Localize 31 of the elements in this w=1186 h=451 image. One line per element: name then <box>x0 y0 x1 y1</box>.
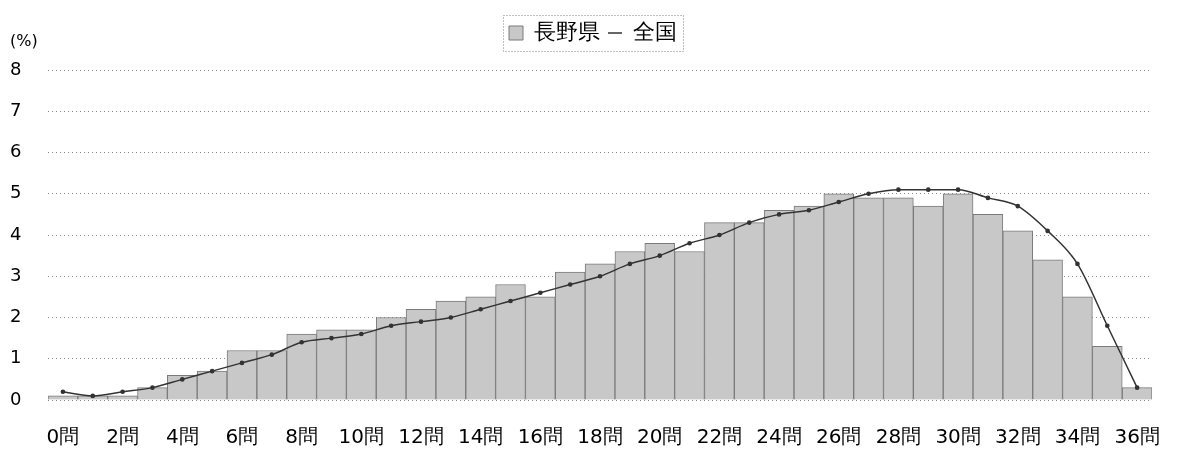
y-axis-title: (%) <box>10 31 38 51</box>
x-tick-label: 12問 <box>398 424 444 449</box>
x-tick-label: 24問 <box>756 424 802 449</box>
x-tick-label: 36問 <box>1114 424 1160 449</box>
x-tick-label: 18問 <box>577 424 623 449</box>
y-tick-label: 3 <box>10 263 22 285</box>
x-tick-label: 32問 <box>995 424 1041 449</box>
x-tick-label: 30問 <box>935 424 981 449</box>
x-tick-label: 6問 <box>225 424 259 449</box>
x-tick-label: 26問 <box>816 424 862 449</box>
y-tick-label: 0 <box>10 387 22 409</box>
x-tick-label: 22問 <box>696 424 743 449</box>
x-tick-label: 14問 <box>457 424 504 449</box>
y-tick-label: 6 <box>10 140 22 162</box>
y-tick-label: 8 <box>10 57 22 79</box>
x-tick-label: 20問 <box>636 424 683 449</box>
y-tick-label: 5 <box>10 181 22 203</box>
x-tick-label: 34問 <box>1054 424 1101 449</box>
y-tick-label: 7 <box>10 98 22 120</box>
y-tick-label: 2 <box>10 305 22 327</box>
x-tick-label: 0問 <box>46 424 80 449</box>
y-tick-label: 4 <box>10 222 22 244</box>
x-tick-label: 16問 <box>517 424 564 449</box>
x-tick-label: 8問 <box>285 424 318 449</box>
x-tick-label: 2問 <box>106 424 139 449</box>
y-tick-label: 1 <box>10 346 22 368</box>
legend-label: 長野県 <box>534 18 600 44</box>
x-tick-label: 28問 <box>875 424 922 449</box>
legend-label: 全国 <box>633 18 677 44</box>
x-tick-label: 10問 <box>338 424 385 449</box>
x-tick-label: 4問 <box>165 424 199 449</box>
